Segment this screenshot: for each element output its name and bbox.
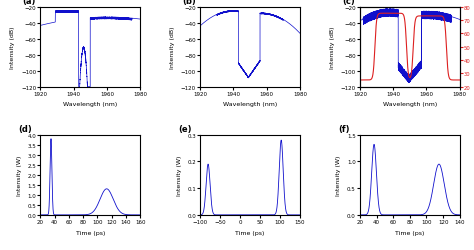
Text: (e): (e)	[178, 125, 191, 134]
X-axis label: Time (ps): Time (ps)	[236, 230, 264, 235]
Text: (d): (d)	[18, 125, 32, 134]
Text: (c): (c)	[342, 0, 355, 6]
X-axis label: Wavelength (nm): Wavelength (nm)	[63, 102, 118, 107]
X-axis label: Wavelength (nm): Wavelength (nm)	[383, 102, 437, 107]
X-axis label: Time (ps): Time (ps)	[75, 230, 105, 235]
Text: (b): (b)	[182, 0, 196, 6]
Y-axis label: Intensity (W): Intensity (W)	[177, 155, 182, 195]
Text: (a): (a)	[22, 0, 36, 6]
Y-axis label: Intensity (W): Intensity (W)	[337, 155, 341, 195]
Y-axis label: Intensity (dB): Intensity (dB)	[10, 26, 16, 68]
Y-axis label: Intensity (dB): Intensity (dB)	[330, 26, 335, 68]
X-axis label: Time (ps): Time (ps)	[395, 230, 425, 235]
Y-axis label: Intensity (W): Intensity (W)	[17, 155, 22, 195]
Y-axis label: Intensity (dB): Intensity (dB)	[170, 26, 175, 68]
Text: (f): (f)	[338, 125, 349, 134]
X-axis label: Wavelength (nm): Wavelength (nm)	[223, 102, 277, 107]
